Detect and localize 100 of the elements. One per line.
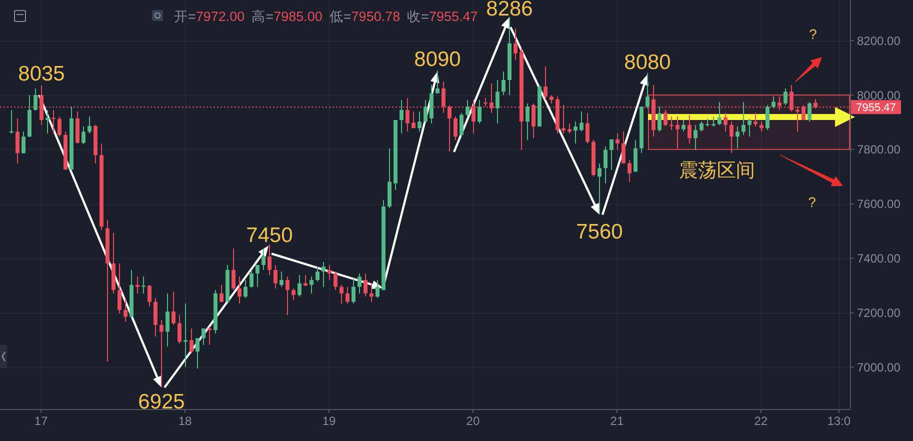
candlestick (334, 271, 338, 291)
y-tick-label: 8200.00 (857, 34, 901, 48)
candlestick (694, 124, 698, 150)
candlestick (418, 111, 422, 132)
candlestick (88, 116, 92, 134)
candlestick (154, 298, 158, 338)
candlestick (250, 269, 254, 288)
x-tick-label: 18 (178, 414, 192, 428)
candlestick (244, 280, 248, 299)
candlestick (148, 284, 152, 308)
candlestick (688, 114, 692, 144)
annotation: 6925 (138, 390, 185, 414)
text: 开=7972.00 高=7985.00 低=7950.78 收=7955.47 (174, 9, 478, 24)
candlestick (340, 284, 344, 304)
candlestick (658, 106, 662, 132)
candlestick (670, 116, 674, 131)
candlestick (598, 162, 602, 216)
candlestick (136, 276, 140, 294)
x-tick-label: 19 (322, 414, 336, 428)
candlestick (736, 126, 740, 149)
annotation: 8080 (624, 51, 671, 74)
candlestick (220, 284, 224, 302)
candlestick (322, 261, 326, 288)
candlestick (280, 271, 284, 288)
candlestick (190, 328, 194, 354)
candlestick (424, 99, 428, 122)
candlestick (496, 80, 500, 124)
candlestick (262, 248, 266, 270)
candlestick (160, 320, 164, 388)
candlestick (34, 88, 38, 111)
candlestick (172, 291, 176, 326)
candlestick (166, 292, 170, 348)
annotation: ? (809, 26, 818, 42)
candlestick (682, 120, 686, 132)
candlestick (676, 116, 680, 149)
candlestick (352, 278, 356, 304)
candlestick (628, 160, 632, 182)
candlestick (754, 112, 758, 128)
candlestick (502, 71, 506, 96)
candlestick (724, 112, 728, 132)
candlestick (604, 146, 608, 184)
candlestick (544, 66, 548, 100)
candlestick (16, 118, 20, 164)
candlestick (454, 116, 458, 140)
candlestick (478, 99, 482, 124)
candlestick (646, 72, 650, 109)
candlestick (580, 111, 584, 132)
candlestick (58, 116, 62, 138)
annotation: ? (808, 194, 816, 210)
candlestick (622, 131, 626, 164)
candlestick (316, 266, 320, 282)
y-tick-label: 7000.00 (857, 360, 901, 374)
candlestick (712, 116, 716, 128)
candlestick (664, 109, 668, 126)
y-tick-label: 7800.00 (857, 142, 901, 157)
candlestick (196, 338, 200, 369)
candlestick (586, 112, 590, 144)
annotation: 7560 (576, 220, 623, 244)
candlestick (436, 70, 440, 94)
annotation: 8090 (414, 48, 461, 71)
candlestick (526, 102, 530, 140)
candlestick (274, 264, 278, 289)
candlestick (142, 276, 146, 294)
candlestick (748, 118, 752, 138)
candlestick (742, 101, 746, 136)
candlestick (760, 121, 764, 132)
candlestick (364, 272, 368, 298)
y-tick-label: 7600.00 (857, 197, 901, 212)
candlestick (514, 28, 518, 60)
candlestick (238, 276, 242, 304)
candlestick (286, 276, 290, 316)
candlestick (118, 262, 122, 314)
candlestick (256, 264, 260, 288)
candlestick (574, 121, 578, 144)
annotation: 7450 (246, 224, 293, 248)
candlestick (298, 274, 302, 298)
candlestick (610, 138, 614, 171)
candlestick (82, 126, 86, 144)
candlestick (358, 272, 362, 294)
candlestick (178, 314, 182, 344)
candlestick (46, 109, 50, 134)
x-tick-label: 21 (610, 414, 624, 428)
candlestick (376, 280, 380, 299)
y-tick-label: 8000.00 (857, 88, 901, 102)
candlestick (232, 248, 236, 291)
candlestick (22, 131, 26, 154)
candlestick (412, 111, 416, 129)
x-tick-label: 13:0 (827, 414, 851, 428)
candlestick (772, 96, 776, 109)
candlestick (808, 101, 812, 122)
candlestick (346, 286, 350, 304)
annotation: 8035 (18, 62, 65, 86)
candlestick (268, 244, 272, 276)
ref-line-label: 7955.47 (856, 102, 896, 114)
candlestick (460, 112, 464, 138)
candlestick (52, 109, 56, 134)
candlestick (310, 276, 314, 294)
candlestick (370, 282, 374, 302)
candlestick (718, 101, 722, 126)
x-tick-label: 17 (34, 414, 48, 428)
